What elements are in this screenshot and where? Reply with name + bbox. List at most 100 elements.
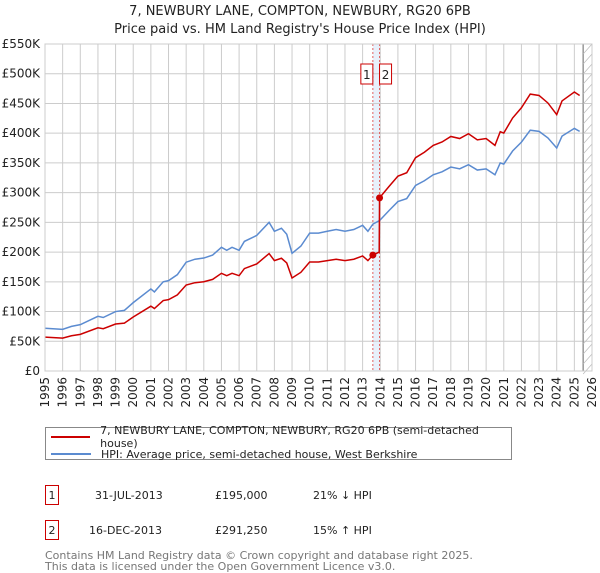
x-tick-label: 2008	[267, 377, 281, 408]
sale-point	[376, 194, 384, 202]
price-line	[44, 91, 581, 339]
x-tick-label: 2017	[426, 377, 440, 408]
forecast-hatch	[582, 143, 593, 155]
forecast-hatch	[582, 163, 593, 175]
forecast-hatch	[582, 313, 593, 325]
forecast-hatch	[582, 223, 593, 235]
sale-date: 16-DEC-2013	[89, 524, 163, 537]
x-tick-label: 2013	[356, 377, 370, 408]
sale-label-box	[379, 63, 393, 85]
legend-swatch-price	[51, 436, 91, 438]
forecast-hatch	[582, 233, 593, 245]
forecast-hatch	[582, 363, 593, 375]
x-tick-label: 2022	[514, 377, 528, 408]
x-tick-label: 2018	[444, 377, 458, 408]
x-tick-label: 2020	[479, 377, 493, 408]
x-tick-label: 2003	[179, 377, 193, 408]
y-tick-label: £300K	[2, 186, 42, 200]
forecast-hatch	[582, 133, 593, 145]
sale-label-box	[360, 63, 374, 85]
x-tick-label: 2000	[126, 377, 140, 408]
forecast-hatch	[582, 173, 593, 185]
sale-row-1: 1 31-JUL-2013 £195,000 21% ↓ HPI	[45, 485, 445, 507]
forecast-hatch	[582, 333, 593, 345]
sale-row-2: 2 16-DEC-2013 £291,250 15% ↑ HPI	[45, 520, 445, 542]
y-tick-label: £250K	[2, 215, 42, 229]
x-tick-label: 2009	[285, 377, 299, 408]
forecast-hatch	[582, 323, 593, 335]
x-tick-label: 2019	[461, 377, 475, 408]
x-tick-label: 2023	[532, 377, 546, 408]
sale-point	[369, 251, 377, 259]
forecast-hatch	[582, 53, 593, 65]
hpi-line	[44, 127, 581, 331]
x-tick-label: 2016	[409, 377, 423, 408]
x-tick-label: 2005	[214, 377, 228, 408]
x-tick-label: 2001	[144, 377, 158, 408]
y-tick-label: £400K	[2, 126, 42, 140]
y-tick-label: £550K	[2, 37, 42, 51]
legend-item-price: 7, NEWBURY LANE, COMPTON, NEWBURY, RG20 …	[51, 424, 511, 450]
footer-line-1: Contains HM Land Registry data © Crown c…	[45, 549, 473, 562]
forecast-hatch	[582, 343, 593, 355]
x-tick-label: 2014	[373, 377, 387, 408]
sale-badge: 1	[45, 485, 59, 505]
forecast-hatch	[582, 63, 593, 75]
legend-item-hpi: HPI: Average price, semi-detached house,…	[51, 445, 417, 463]
forecast-hatch	[582, 153, 593, 165]
x-tick-label: 2026	[585, 377, 599, 408]
forecast-hatch	[582, 183, 593, 195]
y-tick-label: £100K	[2, 305, 42, 319]
legend-swatch-hpi	[51, 453, 91, 455]
forecast-hatch	[582, 43, 593, 55]
footer-line-2: This data is licensed under the Open Gov…	[45, 560, 396, 573]
forecast-hatch	[582, 123, 593, 135]
plot-border	[44, 43, 593, 372]
y-tick-label: £0	[25, 364, 40, 378]
forecast-hatch	[582, 243, 593, 255]
sale-label: 2	[382, 68, 390, 82]
forecast-hatch	[582, 293, 593, 305]
x-tick-label: 2010	[303, 377, 317, 408]
legend-label-price: 7, NEWBURY LANE, COMPTON, NEWBURY, RG20 …	[100, 424, 479, 450]
legend: 7, NEWBURY LANE, COMPTON, NEWBURY, RG20 …	[45, 424, 512, 463]
sale-price: £291,250	[215, 524, 268, 537]
x-tick-label: 2021	[497, 377, 511, 408]
y-tick-label: £200K	[2, 245, 42, 259]
y-tick-label: £150K	[2, 275, 42, 289]
forecast-hatch	[582, 103, 593, 115]
x-tick-label: 2004	[197, 377, 211, 408]
x-tick-label: 2025	[567, 377, 581, 408]
forecast-hatch	[582, 193, 593, 205]
forecast-hatch	[582, 113, 593, 125]
x-tick-label: 1999	[109, 377, 123, 408]
sale-hpi: 15% ↑ HPI	[313, 524, 372, 537]
sale-badge: 2	[45, 520, 59, 540]
x-tick-label: 1996	[56, 377, 70, 408]
x-tick-label: 2006	[232, 377, 246, 408]
chart-subtitle: Price paid vs. HM Land Registry's House …	[114, 22, 486, 37]
x-tick-label: 2007	[250, 377, 264, 408]
forecast-hatch	[582, 73, 593, 85]
chart-title: 7, NEWBURY LANE, COMPTON, NEWBURY, RG20 …	[129, 4, 471, 19]
sale-hpi: 21% ↓ HPI	[313, 489, 372, 502]
footer: Contains HM Land Registry data © Crown c…	[45, 550, 473, 572]
sale-label: 1	[363, 68, 371, 82]
forecast-hatch	[582, 303, 593, 315]
y-tick-label: £50K	[9, 334, 41, 348]
y-tick-label: £500K	[2, 67, 42, 81]
forecast-hatch	[582, 273, 593, 285]
sale-price: £195,000	[215, 489, 268, 502]
price-chart: 1995 1996 1997 1998 1999 2000 2001 2002 2003 2004…	[2, 37, 599, 408]
x-tick-label: 1995	[38, 377, 52, 408]
y-tick-label: £350K	[2, 156, 42, 170]
legend-label-hpi: HPI: Average price, semi-detached house,…	[101, 447, 418, 461]
forecast-hatch	[582, 353, 593, 365]
forecast-hatch	[582, 83, 593, 95]
forecast-hatch	[582, 283, 593, 295]
x-tick-label: 2012	[338, 377, 352, 408]
x-tick-label: 2011	[320, 377, 334, 408]
x-tick-label: 2002	[162, 377, 176, 408]
sale-date: 31-JUL-2013	[95, 489, 163, 502]
forecast-hatch	[582, 93, 593, 105]
